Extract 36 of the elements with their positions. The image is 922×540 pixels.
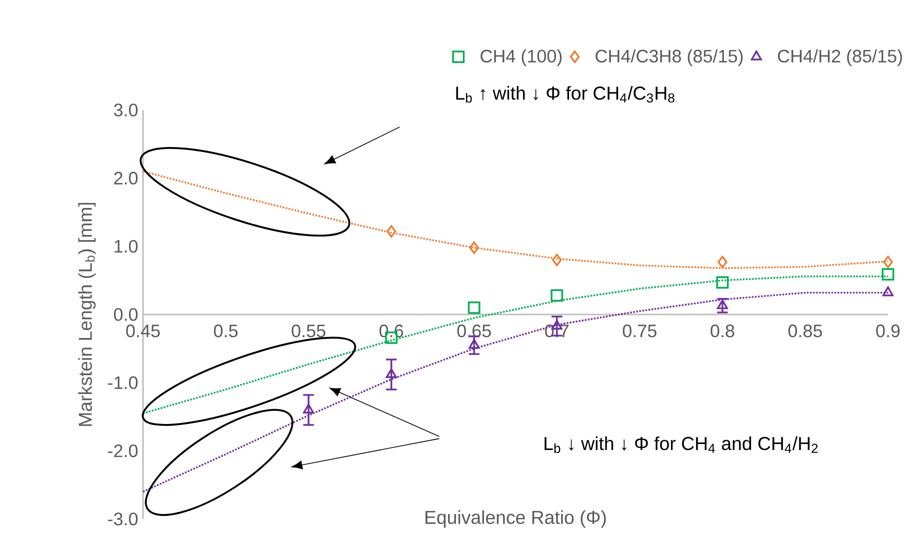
y-tick-label: -2.0 <box>108 444 138 458</box>
legend-label: CH4/H2 (85/15) <box>778 49 902 66</box>
point <box>303 404 314 414</box>
y-tick-label: 3.0 <box>114 104 138 116</box>
legend-label: CH4/C3H8 (85/15) <box>596 49 743 66</box>
y-tick-label: 2.0 <box>114 172 138 185</box>
point <box>882 268 894 280</box>
point <box>716 276 729 289</box>
point <box>468 301 480 314</box>
x-tick-label: 0.45 <box>126 324 160 338</box>
point <box>469 241 479 254</box>
text: L$_{b}$ ↑ with ↓ Φ for CH$_{4}$/C$_{3}$H$_{8}$ <box>456 86 674 103</box>
y-tick-label: 1.0 <box>114 240 138 253</box>
point <box>716 299 728 310</box>
x-tick-label: 0.5 <box>214 324 238 338</box>
point <box>550 289 564 302</box>
y-axis-title: Markstein Length (L$_{b}$) [mm] <box>78 202 96 426</box>
point <box>552 254 562 266</box>
legend-label: CH4 (100) <box>480 49 562 66</box>
x-tick-label: 0.75 <box>622 324 656 338</box>
point <box>386 368 397 378</box>
point <box>883 256 893 268</box>
point <box>386 225 396 238</box>
line-series <box>142 170 889 270</box>
annotation: L$_{b}$ ↓ with ↓ Φ for CH$_{4}$ and CH$_{4}$/H$_{2}$ <box>544 436 818 453</box>
y-tick-label: 0.0 <box>114 308 138 321</box>
point <box>882 286 894 296</box>
y-tick-label: -1.0 <box>108 376 138 390</box>
x-axis-title: Equivalence Ratio (Φ) <box>426 510 606 528</box>
x-tick-label: 0.8 <box>710 324 734 338</box>
y-tick-label: -3.0 <box>108 512 138 526</box>
x-tick-label: 0.55 <box>292 324 326 338</box>
x-tick-label: 0.85 <box>788 324 822 338</box>
x-tick-label: 0.9 <box>876 324 900 338</box>
point <box>718 256 728 268</box>
point <box>468 338 480 349</box>
